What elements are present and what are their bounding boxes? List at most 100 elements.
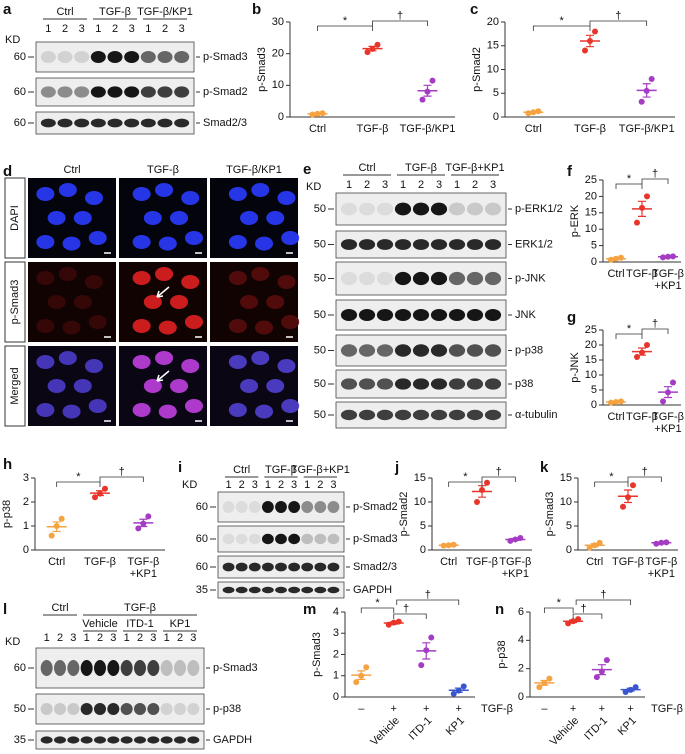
row-label: p-Smad3 — [9, 280, 21, 325]
significance-bracket — [372, 20, 428, 26]
treatment-sign: + — [570, 703, 576, 715]
y-tick-label: 0 — [518, 691, 524, 703]
lane-label: 2 — [239, 479, 245, 491]
blot-band — [174, 118, 190, 128]
nucleus — [228, 271, 247, 285]
lane-label: 2 — [162, 23, 168, 35]
blot-band — [340, 271, 358, 286]
blot-band — [412, 309, 430, 321]
lane-label: 1 — [164, 632, 170, 644]
panel-letter: l — [3, 601, 7, 618]
blot-band — [484, 409, 502, 421]
band-label: Smad2/3 — [353, 561, 397, 573]
blot-band — [140, 118, 156, 128]
y-tick-label: 20 — [585, 190, 597, 202]
lane-label: 1 — [45, 23, 51, 35]
nucleus — [240, 379, 259, 393]
blot-band — [160, 736, 173, 744]
error-bar — [96, 490, 104, 497]
band-label: p-Smad3 — [213, 662, 258, 674]
blot-band — [394, 271, 412, 286]
band-label: p-JNK — [515, 272, 546, 284]
nucleus — [58, 267, 77, 281]
treatment-sign: + — [391, 703, 397, 715]
significance-mark: * — [343, 15, 348, 27]
blot-band — [261, 501, 274, 513]
significance-mark: † — [642, 466, 648, 478]
nucleus — [58, 351, 77, 365]
nucleus — [58, 183, 77, 197]
significance-mark: † — [397, 10, 403, 22]
data-point — [593, 674, 600, 681]
blot-band — [412, 239, 430, 250]
blot-band — [107, 703, 120, 715]
column-label: TGF-β — [147, 164, 179, 176]
significance-mark: * — [76, 471, 81, 483]
significance-bracket — [481, 476, 516, 482]
blot-band — [358, 409, 376, 421]
blot-band — [376, 202, 394, 216]
x-tick-label: Ctrl — [607, 411, 624, 423]
kd-marker: 60 — [14, 117, 26, 129]
blot-band — [466, 271, 484, 286]
blot-band — [134, 703, 146, 715]
treatment-sign: – — [358, 703, 365, 715]
blot-band — [107, 51, 123, 63]
blot-band — [340, 239, 358, 250]
row-label: DAPI — [9, 205, 21, 231]
data-point — [474, 499, 480, 505]
blot-band — [235, 533, 248, 545]
data-point — [450, 690, 457, 697]
data-point — [630, 482, 636, 489]
y-tick-label: 3 — [333, 627, 339, 639]
lane-label: 3 — [110, 632, 116, 644]
nucleus — [277, 275, 296, 289]
y-tick-label: 1 — [333, 670, 339, 682]
x-tick-label: TGF-β — [574, 123, 606, 135]
blot-band — [147, 703, 160, 715]
x-tick-label: Ctrl — [607, 268, 624, 280]
blot-band — [412, 344, 430, 357]
blot-band — [394, 202, 412, 216]
blot-band — [275, 533, 287, 545]
blot-band — [412, 409, 430, 421]
error-bar — [139, 518, 148, 528]
blot-band — [174, 736, 186, 744]
x-tick-label: ITD-1 — [406, 715, 434, 743]
y-tick-label: 20 — [585, 339, 597, 351]
blot-band — [448, 309, 466, 321]
kd-marker: 35 — [14, 734, 26, 746]
error-bar — [422, 642, 431, 660]
lane-label: 2 — [112, 23, 118, 35]
blot-band — [107, 660, 120, 676]
treatment-sign: + — [599, 703, 605, 715]
blot-band — [376, 344, 394, 357]
x-tick-label: TGF-β — [652, 411, 684, 423]
data-point — [670, 379, 676, 386]
panel-letter: a — [3, 1, 12, 18]
blot-band — [466, 409, 484, 421]
y-tick-label: 5 — [591, 384, 597, 396]
blot-band — [120, 736, 133, 744]
significance-mark: * — [463, 471, 468, 483]
blot-band — [376, 378, 394, 390]
y-tick-label: 15 — [585, 354, 597, 366]
blot-band — [275, 501, 287, 513]
panel-letter: f — [567, 163, 573, 180]
y-tick-label: 2 — [518, 663, 524, 675]
nucleus — [132, 355, 151, 369]
blot-band — [40, 118, 56, 128]
blot-band — [394, 239, 412, 250]
blot-band — [80, 660, 93, 676]
supergroup-label: TGF-β — [124, 602, 156, 614]
blot-band — [248, 501, 261, 513]
blot-band — [340, 309, 358, 321]
treatment-label: TGF-β — [651, 703, 683, 715]
blot-band — [157, 51, 173, 63]
y-axis-label: p-p38 — [1, 500, 13, 528]
band-label: p-p38 — [515, 344, 543, 356]
blot-band — [222, 586, 235, 594]
blot-band — [124, 86, 140, 98]
lane-label: 1 — [95, 23, 101, 35]
nucleus — [132, 235, 151, 249]
